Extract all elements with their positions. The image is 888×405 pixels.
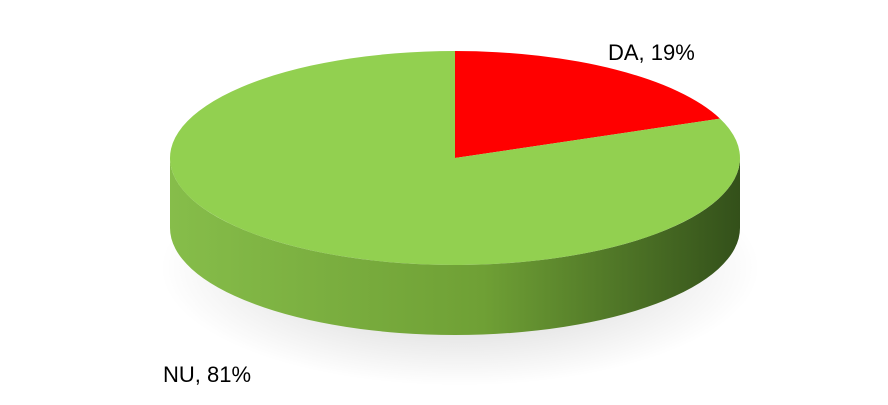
slice-label-da: DA, 19% (608, 40, 695, 65)
pie-side (170, 158, 740, 335)
slice-label-nu: NU, 81% (163, 362, 251, 387)
pie-slice-da (455, 51, 720, 158)
pie-slices (169, 51, 740, 265)
pie-slice-nu (169, 51, 740, 265)
